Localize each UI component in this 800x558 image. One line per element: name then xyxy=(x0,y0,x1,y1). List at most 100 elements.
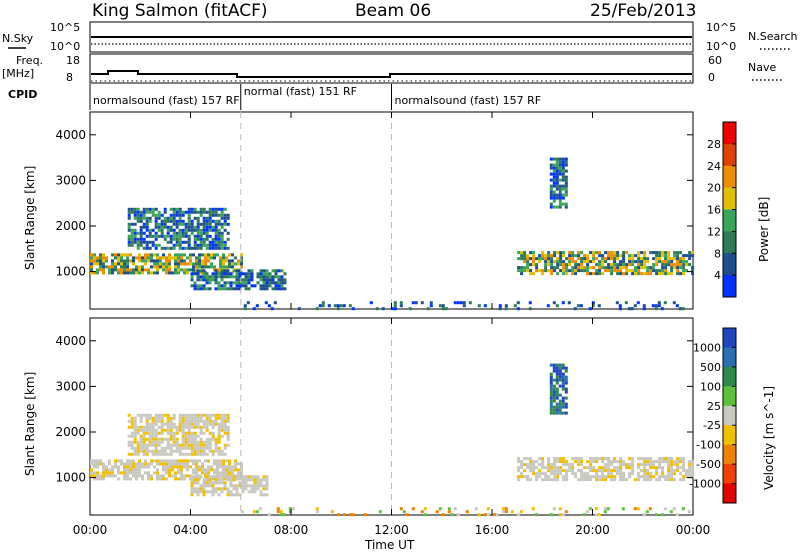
velocity-cell-r4 xyxy=(552,363,556,367)
power-cell-r3 xyxy=(643,263,647,267)
power-cell-r1 xyxy=(184,234,188,238)
velocity-cell-r3 xyxy=(523,457,527,461)
velocity-cell-r1 xyxy=(145,449,149,453)
velocity-cell-r1 xyxy=(202,431,206,435)
velocity-cell-r1 xyxy=(151,440,155,444)
power-cell-r3 xyxy=(592,260,596,264)
velocity-cell-r0 xyxy=(114,474,117,478)
power-cell-r1 xyxy=(172,207,176,211)
power-cell-r1 xyxy=(211,243,215,247)
velocity-cell-r2 xyxy=(193,475,197,479)
velocity-cell-r0 xyxy=(114,459,117,463)
power-cell-r0 xyxy=(117,256,120,260)
power-cell-r1 xyxy=(181,213,185,217)
velocity-cell-r0 xyxy=(168,459,171,463)
power-cell-r1 xyxy=(172,216,176,220)
velocity-cell-r1 xyxy=(148,416,152,420)
power-cell-r1 xyxy=(127,234,131,238)
power-cell-r2 xyxy=(238,278,242,282)
velocity-cell-r1 xyxy=(223,452,227,456)
velocity-cell-r0 xyxy=(135,462,138,466)
velocity-cell-r1 xyxy=(178,413,182,417)
power-cell-r2 xyxy=(193,287,197,291)
power-cell-r5 xyxy=(390,307,394,311)
velocity-cell-r2 xyxy=(211,490,215,494)
velocity-colorbar-tick-label: 100 xyxy=(700,380,721,393)
velocity-colorbar-swatch xyxy=(723,483,736,504)
power-cell-r1 xyxy=(199,240,203,244)
power-cell-r5 xyxy=(630,307,634,311)
power-cell-r1 xyxy=(136,216,140,220)
power-cell-r4 xyxy=(549,187,553,191)
power-cell-r3 xyxy=(616,266,620,270)
velocity-cell-r1 xyxy=(127,413,131,417)
velocity-cell-r3 xyxy=(517,478,521,482)
power-cell-r0 xyxy=(90,253,93,257)
power-cell-r1 xyxy=(193,225,197,229)
power-cell-r1 xyxy=(142,222,146,226)
power-cell-r4 xyxy=(561,187,565,191)
velocity-cell-r1 xyxy=(139,440,143,444)
power-cell-r3 xyxy=(604,251,608,255)
velocity-cell-r1 xyxy=(175,440,179,444)
power-cell-r3 xyxy=(631,254,635,258)
power-cell-r1 xyxy=(181,210,185,214)
velocity-cell-r3 xyxy=(607,466,611,470)
velocity-cell-r3 xyxy=(571,469,575,473)
power-cell-r4 xyxy=(555,181,559,185)
power-cell-r1 xyxy=(202,219,206,223)
power-cell-r1 xyxy=(127,225,131,229)
velocity-cell-r0 xyxy=(96,459,99,463)
power-cell-r0 xyxy=(129,253,132,257)
velocity-cell-r1 xyxy=(193,419,197,423)
power-cell-r3 xyxy=(676,260,680,264)
velocity-cell-r3 xyxy=(526,463,530,467)
velocity-cell-r3 xyxy=(535,466,539,470)
velocity-cell-r1 xyxy=(169,428,173,432)
power-cell-r3 xyxy=(586,266,590,270)
power-cell-r4 xyxy=(549,163,553,167)
power-cell-r0 xyxy=(138,259,141,263)
velocity-cell-r3 xyxy=(688,469,692,473)
power-cell-r2 xyxy=(247,281,251,285)
power-cell-r3 xyxy=(535,263,539,267)
velocity-cell-r0 xyxy=(135,471,138,475)
velocity-cell-r4 xyxy=(561,396,565,400)
power-cell-r3 xyxy=(601,254,605,258)
velocity-cell-r5 xyxy=(492,513,496,517)
velocity-cell-r0 xyxy=(135,477,138,481)
velocity-cell-r0 xyxy=(93,477,96,481)
velocity-cell-r1 xyxy=(184,440,188,444)
power-cell-r2 xyxy=(241,281,245,285)
freq-label: Freq. xyxy=(16,54,43,67)
power-cell-r3 xyxy=(571,269,575,273)
velocity-cell-r3 xyxy=(646,475,650,479)
velocity-cell-r3 xyxy=(673,478,677,482)
power-cell-r1 xyxy=(220,240,224,244)
velocity-cell-r5 xyxy=(564,510,568,514)
velocity-cell-r1 xyxy=(202,422,206,426)
power-cell-r3 xyxy=(661,263,665,267)
velocity-cell-r1 xyxy=(223,422,227,426)
velocity-cell-r2 xyxy=(214,478,218,482)
velocity-cell-r3 xyxy=(664,478,668,482)
velocity-cell-r5 xyxy=(258,507,262,511)
velocity-cell-r1 xyxy=(154,443,158,447)
velocity-cell-r4 xyxy=(558,363,562,367)
power-cell-r2 xyxy=(235,272,239,276)
power-cell-r1 xyxy=(133,240,137,244)
power-cell-r0 xyxy=(144,256,147,260)
power-cell-r0 xyxy=(207,253,210,257)
power-cell-r1 xyxy=(127,210,131,214)
velocity-cell-r3 xyxy=(538,475,542,479)
power-cell-r3 xyxy=(652,251,656,255)
power-cell-r0 xyxy=(141,265,144,269)
velocity-cell-r1 xyxy=(139,419,143,423)
power-cell-r1 xyxy=(205,216,209,220)
power-cell-r3 xyxy=(637,260,641,264)
velocity-cell-r4 xyxy=(558,405,562,409)
velocity-cell-r1 xyxy=(205,419,209,423)
power-cell-r4 xyxy=(549,190,553,194)
velocity-cell-r3 xyxy=(646,463,650,467)
